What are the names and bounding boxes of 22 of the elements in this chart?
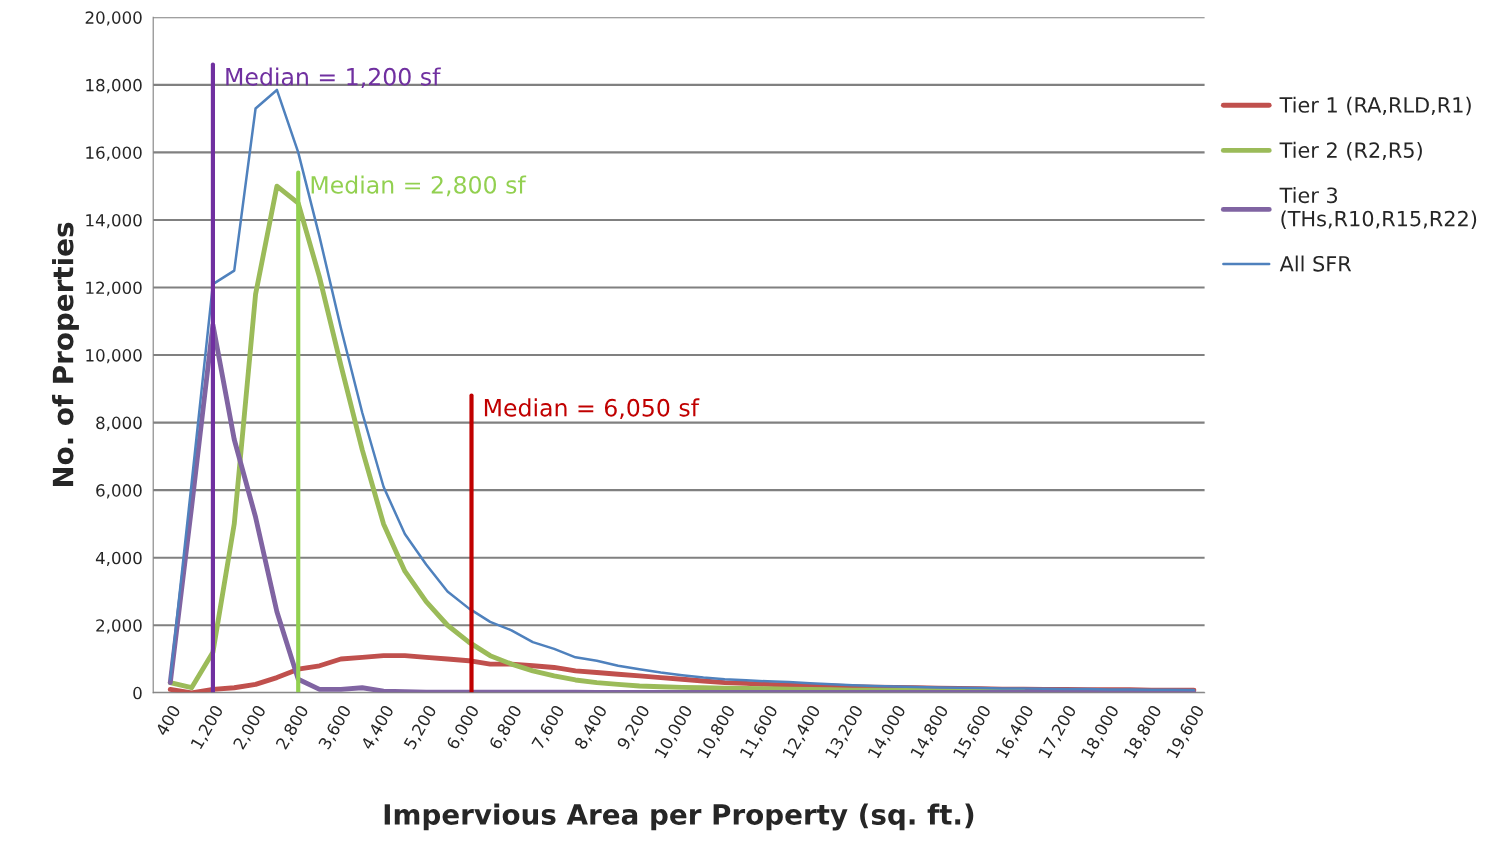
y-tick-label: 0 bbox=[133, 686, 142, 700]
y-tick-label: 4,000 bbox=[95, 551, 142, 566]
y-tick-label: 8,000 bbox=[96, 416, 142, 431]
annotation: Median = 1,200 sf bbox=[226, 67, 441, 89]
line-series bbox=[169, 88, 1196, 692]
x-axis-title: Impervious Area per Property (sq. ft.) bbox=[384, 803, 974, 831]
legend-label: All SFR bbox=[1279, 255, 1352, 272]
y-tick-label: 16,000 bbox=[86, 146, 142, 161]
y-tick-label: 10,000 bbox=[86, 349, 142, 364]
y-axis-title: No. of Properties bbox=[52, 222, 79, 487]
y-tick-label: 12,000 bbox=[86, 281, 142, 296]
annotation: Median = 6,050 sf bbox=[484, 398, 700, 420]
annotation: Median = 2,800 sf bbox=[311, 175, 527, 197]
y-tick-label: 6,000 bbox=[96, 484, 142, 499]
y-tick-label: 18,000 bbox=[86, 78, 142, 94]
line-series bbox=[167, 322, 1197, 693]
legend-label: Tier 3 (THs,R10,R15,R22) bbox=[1279, 187, 1477, 229]
y-tick-label: 14,000 bbox=[86, 213, 142, 229]
y-tick-label: 2,000 bbox=[96, 619, 142, 634]
legend-label: Tier 1 (RA,RLD,R1) bbox=[1279, 96, 1471, 116]
y-tick-label: 20,000 bbox=[85, 11, 142, 26]
legend-label: Tier 2 (R2,R5) bbox=[1279, 141, 1422, 161]
